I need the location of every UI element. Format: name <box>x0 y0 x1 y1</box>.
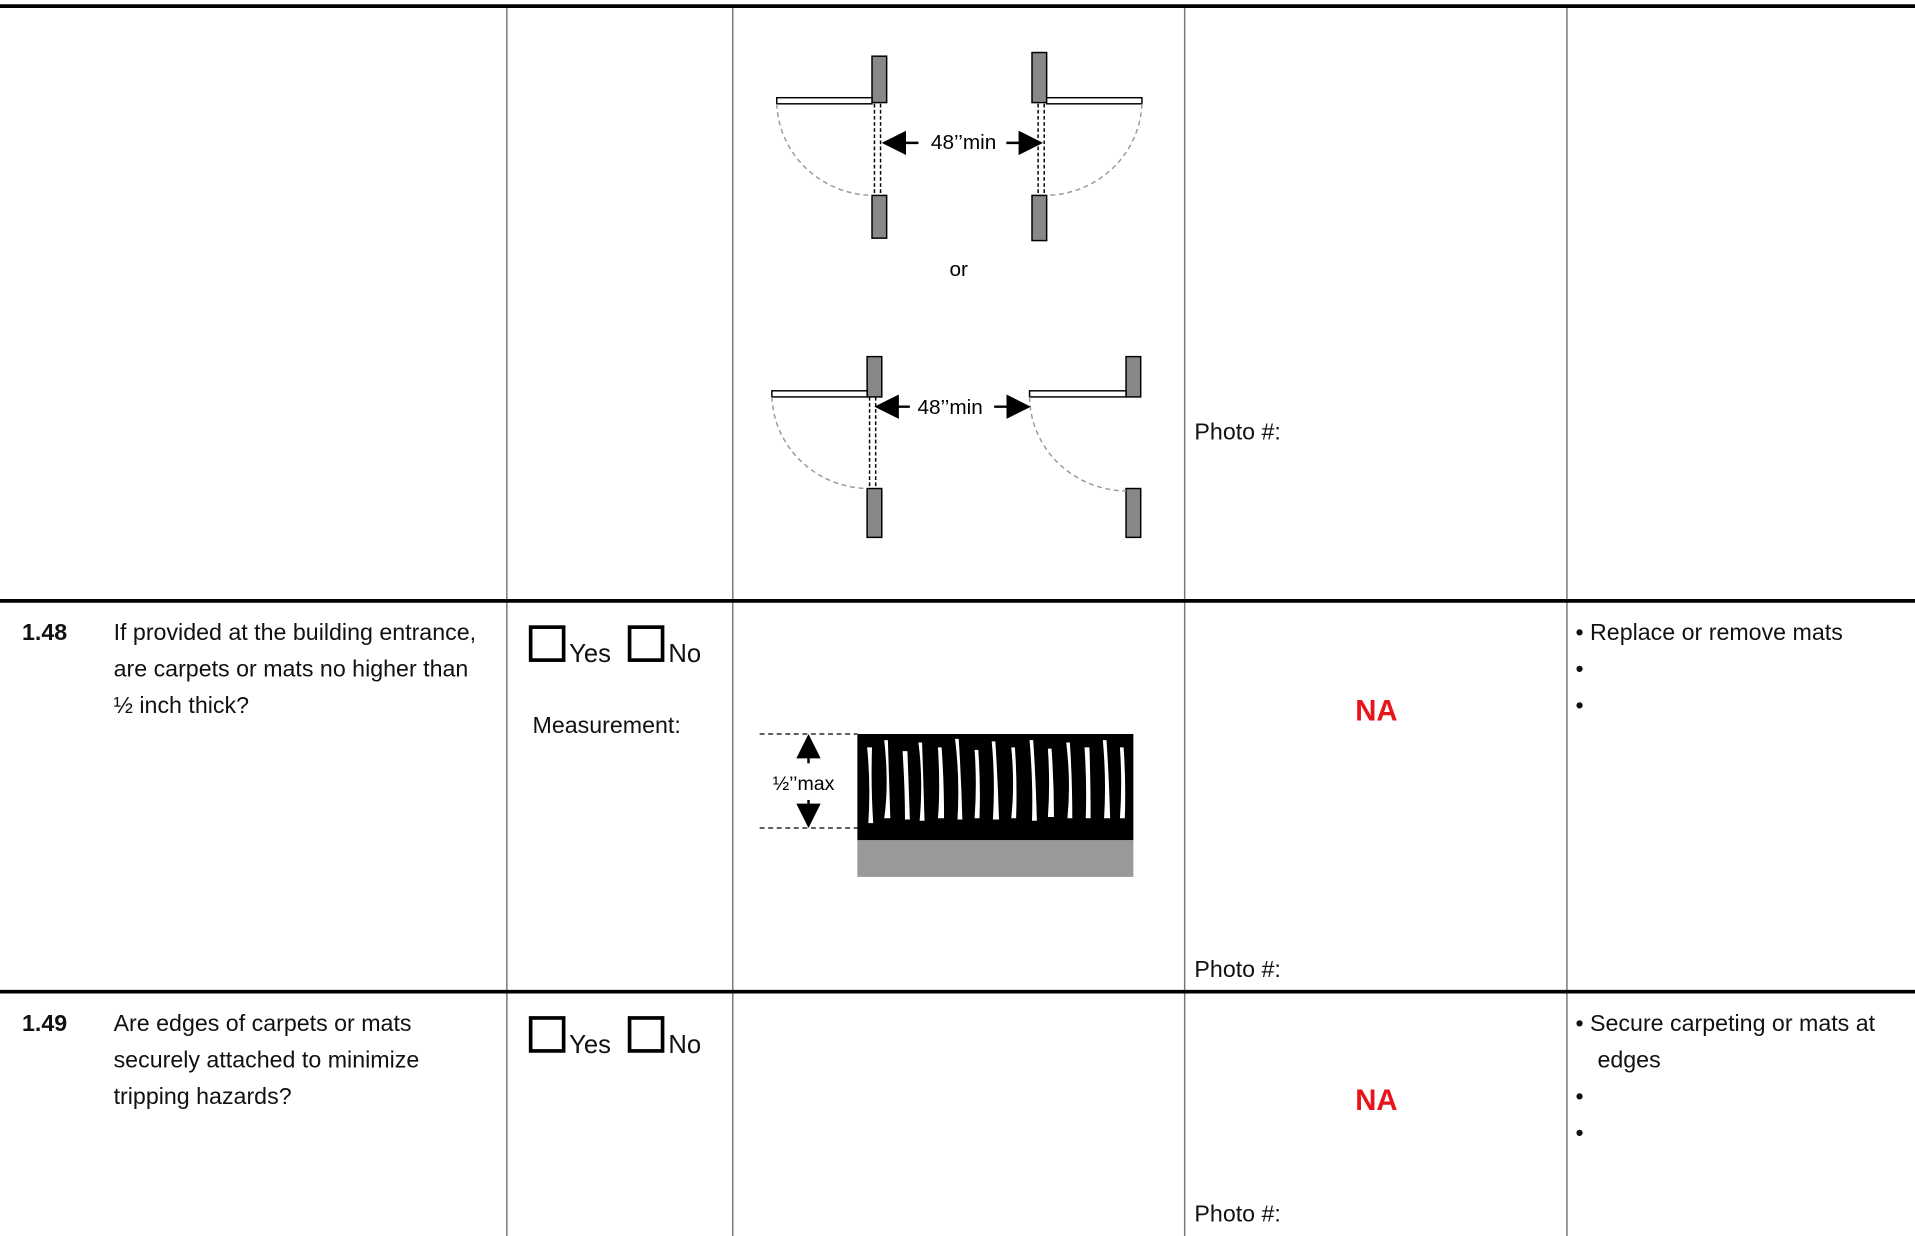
checkbox[interactable] <box>628 1016 665 1053</box>
option-label: Yes <box>569 639 611 669</box>
photo-label: Photo #: <box>1194 957 1281 984</box>
diagram-label: ½’’max <box>773 773 835 795</box>
item-number: 1.48 <box>21 620 68 647</box>
option-label: Yes <box>569 1030 611 1059</box>
row-lines <box>0 4 1915 994</box>
measurement-label: Measurement: <box>532 713 681 739</box>
action: • <box>1575 1084 1584 1111</box>
status: NA <box>1355 1084 1398 1118</box>
diagram-label: 48’’min <box>917 396 982 419</box>
status: NA <box>1355 694 1398 728</box>
options: Yes No <box>528 625 718 668</box>
action: • Secure carpeting or mats at edges <box>1575 1011 1876 1074</box>
action: • <box>1575 657 1584 683</box>
question: If provided at the building entrance, ar… <box>113 620 477 720</box>
door-diagram <box>771 51 1143 539</box>
question: Are edges of carpets or mats securely at… <box>113 1011 420 1111</box>
photo-label: Photo #: <box>1194 420 1281 446</box>
diagram-label: or <box>949 258 968 281</box>
checkbox[interactable] <box>528 625 566 662</box>
item-number: 1.49 <box>21 1011 68 1037</box>
carpet-diagram <box>759 733 1134 877</box>
option-label: No <box>668 639 702 669</box>
option-label: No <box>668 1030 702 1059</box>
options: Yes No <box>528 1016 718 1059</box>
photo-label: Photo #: <box>1194 1201 1281 1228</box>
checkbox[interactable] <box>528 1016 566 1053</box>
column-lines <box>506 6 1568 1236</box>
checkbox[interactable] <box>628 625 665 662</box>
action: • <box>1575 1121 1584 1147</box>
action: • <box>1575 693 1584 720</box>
action: • Replace or remove mats <box>1575 620 1843 647</box>
actions: • Replace or remove mats • • <box>1575 616 1905 726</box>
diagram-label: 48’’min <box>931 131 996 154</box>
actions: • Secure carpeting or mats at edges • • <box>1575 1006 1905 1153</box>
